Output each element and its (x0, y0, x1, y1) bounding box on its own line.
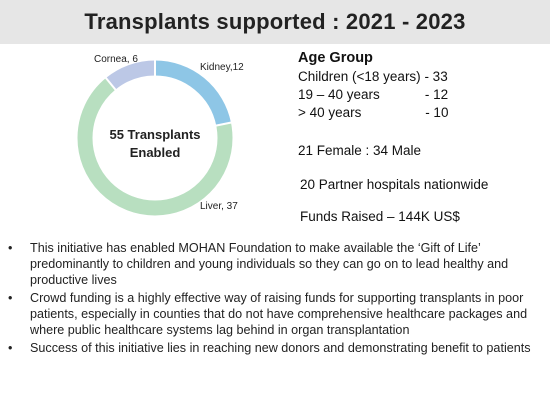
page-title: Transplants supported : 2021 - 2023 (84, 9, 466, 34)
stats-panel: Age Group Children (<18 years) - 33 19 –… (298, 50, 548, 224)
gender-ratio: 21 Female : 34 Male (298, 143, 422, 158)
bullet-text: This initiative has enabled MOHAN Founda… (30, 241, 509, 287)
age-row-19-40: 19 – 40 years - 12 (298, 86, 548, 104)
age-group-heading: Age Group (298, 50, 373, 66)
age-row-label: 19 – 40 years (298, 87, 425, 102)
donut-chart: 55 Transplants Enabled Kidney,12 Liver, … (55, 48, 285, 226)
center-label-line1: 55 Transplants (109, 127, 201, 142)
bullet-icon: • (8, 291, 13, 305)
age-row-over-40: > 40 years - 10 (298, 104, 548, 122)
list-item: • Success of this initiative lies in rea… (8, 340, 544, 356)
age-row-label: Children (<18 years) (298, 69, 425, 84)
bullet-list: • This initiative has enabled MOHAN Foun… (8, 240, 544, 358)
slice-separator (104, 76, 117, 92)
partner-hospitals: 20 Partner hospitals nationwide (300, 177, 489, 192)
bullet-text: Success of this initiative lies in reach… (30, 341, 531, 355)
list-item: • This initiative has enabled MOHAN Foun… (8, 240, 544, 288)
slice-separator (215, 121, 233, 127)
donut-center-label: 55 Transplants Enabled (55, 126, 255, 162)
slice-label-cornea: Cornea, 6 (94, 54, 138, 65)
age-row-value: - 12 (424, 87, 449, 102)
bullet-icon: • (8, 341, 13, 355)
donut-slice-liver (77, 60, 233, 216)
slice-label-liver: Liver, 37 (200, 201, 238, 212)
bullet-icon: • (8, 241, 13, 255)
list-item: • Crowd funding is a highly effective wa… (8, 290, 544, 338)
donut-chart-svg (77, 59, 233, 216)
age-row-label: > 40 years (298, 105, 426, 120)
funds-raised: Funds Raised – 144K US$ (300, 209, 460, 224)
bullet-text: Crowd funding is a highly effective way … (30, 291, 528, 337)
slice-label-kidney: Kidney,12 (200, 62, 244, 73)
center-label-line2: Enabled (129, 145, 181, 160)
age-row-children: Children (<18 years) - 33 (298, 68, 548, 86)
age-row-value: - 33 (424, 69, 448, 84)
age-row-value: - 10 (425, 105, 449, 120)
title-bar: Transplants supported : 2021 - 2023 (0, 0, 550, 44)
